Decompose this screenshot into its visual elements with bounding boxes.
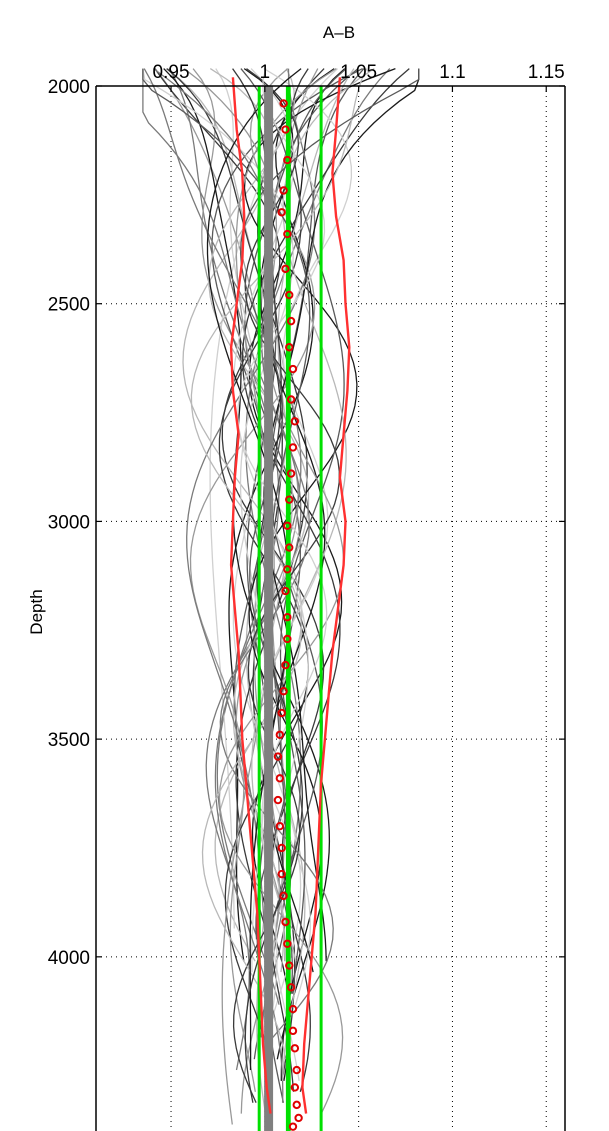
marker-point-34	[283, 939, 292, 948]
marker-point-42	[292, 1100, 301, 1110]
member-profile-14	[163, 68, 331, 1060]
member-profile-6	[215, 68, 302, 1038]
marker-point-39	[290, 1044, 300, 1053]
marker-point-27	[275, 774, 285, 783]
marker-point-15	[285, 495, 294, 504]
y-axis-title: Depth	[27, 589, 46, 634]
y-tick-label: 2500	[48, 295, 90, 316]
y-tick-label: 3000	[48, 512, 90, 533]
marker-point-33	[281, 917, 290, 927]
member-profile-25	[189, 68, 316, 1092]
marker-point-23	[279, 687, 288, 696]
marker-point-11	[286, 395, 296, 404]
marker-point-28	[273, 795, 283, 805]
x-tick-label: 0.95	[153, 62, 190, 83]
member-profile-26	[266, 68, 355, 1081]
marker-point-2	[283, 155, 292, 165]
member-profile-12	[182, 68, 303, 962]
axes-frame	[95, 85, 566, 1131]
marker-point-29	[275, 822, 285, 831]
marker-point-24	[277, 708, 286, 718]
marker-point-14	[286, 469, 296, 478]
green-lines-group	[257, 86, 323, 1131]
marker-point-41	[290, 1083, 300, 1092]
red-envelope-line-1	[301, 77, 351, 1114]
marker-point-35	[285, 961, 294, 970]
member-profile-15	[166, 68, 308, 940]
marker-point-5	[283, 229, 292, 239]
x-tick-labels: 0.95 1 1.05 1.1 1.15	[153, 62, 565, 83]
marker-point-26	[273, 752, 283, 761]
plot-area	[96, 86, 565, 1131]
marker-point-17	[285, 543, 294, 552]
marker-point-10	[288, 364, 298, 374]
x-tick-label: 1	[260, 62, 271, 83]
marker-point-6	[281, 264, 290, 274]
marker-point-22	[281, 660, 290, 670]
red-envelope-group	[229, 77, 351, 1114]
y-tick-label: 4000	[48, 948, 90, 969]
x-axis-title: A–B	[323, 23, 355, 42]
marker-point-12	[290, 417, 300, 426]
marker-point-36	[286, 983, 296, 992]
marker-point-18	[283, 565, 292, 574]
plot-background	[96, 86, 565, 1131]
marker-point-20	[283, 613, 292, 622]
marker-point-32	[279, 891, 288, 901]
marker-point-3	[279, 186, 288, 195]
marker-point-43	[294, 1113, 303, 1123]
marker-point-40	[292, 1065, 301, 1075]
marker-point-0	[279, 99, 288, 108]
member-profile-30	[240, 68, 345, 994]
x-tick-label: 1.15	[528, 62, 565, 83]
marker-point-9	[285, 343, 294, 352]
marker-point-13	[288, 443, 298, 452]
marker-point-4	[277, 208, 286, 217]
x-tick-label: 1.05	[340, 62, 377, 83]
marker-point-16	[283, 521, 292, 530]
member-profile-40	[190, 68, 368, 1060]
marker-point-38	[288, 1026, 298, 1036]
y-tick-label: 3500	[48, 730, 90, 751]
marker-series-group	[273, 99, 303, 1131]
y-tick-label: 2000	[48, 77, 90, 98]
marker-point-37	[288, 1004, 298, 1014]
marker-point-44	[288, 1122, 298, 1131]
marker-point-25	[275, 730, 285, 739]
member-profile-11	[192, 68, 299, 962]
marker-point-1	[281, 125, 290, 134]
marker-point-19	[281, 586, 290, 596]
marker-point-21	[283, 634, 292, 644]
member-profile-13	[209, 68, 338, 929]
marker-point-8	[286, 316, 296, 326]
member-profile-37	[142, 68, 311, 929]
y-tick-labels: 2000 2500 3000 3500 4000	[48, 77, 90, 969]
marker-point-31	[277, 869, 286, 879]
member-profile-44	[239, 68, 420, 940]
member-profile-32	[221, 68, 337, 1125]
marker-point-30	[277, 843, 286, 853]
x-tick-label: 1.1	[439, 62, 465, 83]
marker-point-7	[285, 290, 294, 300]
red-envelope-line-0	[229, 77, 272, 1114]
